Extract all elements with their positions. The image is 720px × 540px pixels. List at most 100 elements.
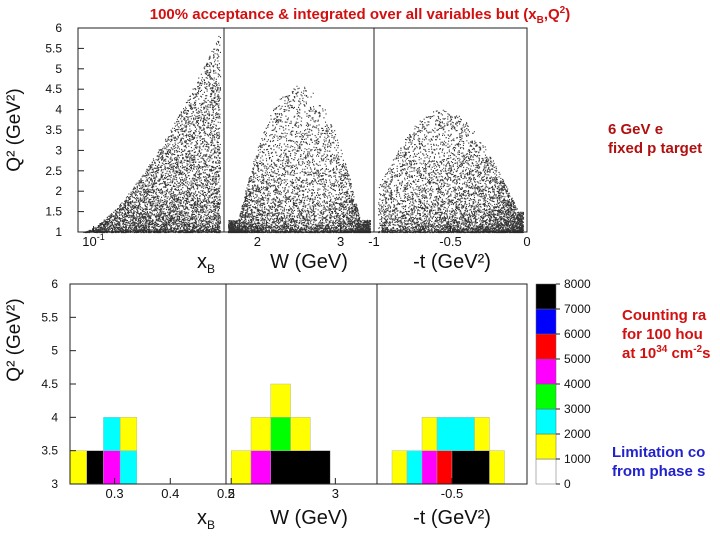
chart-title: 100% acceptance & integrated over all va… [0,5,720,27]
heatmap-cell [406,450,423,485]
rate-line-2: for 100 hou [622,326,703,343]
heatmap-cell [421,450,438,485]
y-tick-label: 5 [51,344,58,358]
y-tick-label: 2 [55,184,62,198]
y-tick-label: 5.5 [41,310,58,324]
colorbar-segment [535,358,557,385]
x-tick-label: -0.5 [439,234,461,249]
heatmap-cell [103,417,121,451]
rate-line-3-pre: at 10 [622,345,657,362]
title-sub: B [536,15,544,26]
colorbar-label: 8000 [564,277,591,291]
rate-line-3-post: cm [667,345,694,362]
heatmap-cell [391,450,408,485]
x-tick-label: 0 [523,234,530,249]
colorbar-segment [535,433,557,460]
colorbar-label: 3000 [564,402,591,416]
heatmap-cell [451,450,490,485]
heatmap-cell [119,450,138,485]
colorbar-label: 7000 [564,302,591,316]
colorbar-label: 4000 [564,377,591,391]
heatmap-cell [421,417,438,451]
heatmap-cell [250,417,271,451]
heatmap-cell [119,417,138,451]
scatter-cloud [83,35,222,234]
setup-line-2: fixed p target [608,140,703,157]
heatmap-cell [489,450,505,485]
setup-line-1: 6 GeV e [608,121,664,138]
colorbar-label: 5000 [564,352,591,366]
colorbar-segment [535,283,557,310]
colorbar-label: 0 [564,477,571,491]
y-tick-label: 2.5 [45,164,62,178]
x-axis-label: W (GeV) [270,507,348,529]
y-axis-label: Q² (GeV²) [4,88,25,171]
heatmap-cell [436,417,475,451]
title-mid: ,Q [543,6,560,23]
x-axis-label: W (GeV) [270,251,348,273]
rate-line-3: at 1034 cm-2s [622,344,710,363]
y-tick-label: 4 [51,410,58,424]
x-axis-label: xB [197,507,215,532]
colorbar-segment [535,383,557,410]
scatter-points: 10-1 2 3 -1 -0.5 0 [77,27,531,249]
x-tick-label: 10-1 [82,232,104,249]
colorbar: 0 1000 2000 3000 4000 5000 6000 7000 8000 [535,277,591,491]
y-tick-label: 4.5 [45,82,62,96]
colorbar-label: 2000 [564,427,591,441]
heatmap-panel-2: -0.5 [376,283,528,501]
heatmap-cell [270,450,331,485]
y-tick-label: 3.5 [41,444,58,458]
x-axis-label: xB [197,251,215,276]
x-tick-label: 0.5 [217,486,235,501]
heatmap-cell [103,450,121,485]
limit-line-2: from phase s [612,463,706,480]
y-axis-top: 1 1.5 2 2.5 3 3.5 4 4.5 5 5.5 6 Q² (GeV²) [4,21,84,239]
y-tick-label: 4 [55,103,62,117]
x-tick-label: -0.5 [441,486,463,501]
heatmap-cell [270,417,291,451]
x-axis-label: -t (GeV²) [413,507,491,529]
x-tick-label: 0.3 [106,486,124,501]
colorbar-segment [535,408,557,435]
y-axis-label: Q² (GeV²) [4,298,25,381]
limit-line-1: Limitation co [612,444,706,461]
x-tick-label: 2 [254,234,261,249]
y-axis-bottom: 3 3.5 4 4.5 5 5.5 6 Q² (GeV²) [4,277,76,491]
y-tick-label: 1.5 [45,205,62,219]
scatter-panel-0: 10-1 [77,27,225,249]
y-tick-label: 5.5 [45,41,62,55]
title-prefix: 100% acceptance & integrated over all va… [149,6,537,23]
scatter-panel-2: -1 -0.5 0 [368,27,531,249]
colorbar-segment [535,333,557,360]
y-tick-label: 6 [51,277,58,291]
colorbar-segment [535,458,557,485]
heatmap-cell [86,450,104,485]
rate-line-1: Counting ra [622,307,707,324]
heatmap-cell [231,450,252,485]
y-tick-label: 3 [51,477,58,491]
counting-rate-note: Counting ra for 100 hou at 1034 cm-2s [622,306,710,363]
title-suffix: ) [565,6,571,23]
heatmap-cell [290,417,311,451]
title-sup: 2 [559,5,566,16]
scatter-cloud [378,109,525,234]
rate-line-3-sup: 34 [656,344,668,355]
heatmap-cell [270,383,291,418]
x-tick-label: -1 [368,234,380,249]
x-tick-label: 3 [332,486,339,501]
y-tick-label: 4.5 [41,377,58,391]
colorbar-label: 1000 [564,452,591,466]
heatmap-panel-0: 0.3 0.4 0.5 [69,283,235,501]
heatmap-cell [250,450,271,485]
rate-line-3-tail: s [702,345,711,362]
y-tick-label: 3 [55,143,62,157]
heatmap-cell [474,417,490,451]
scatter-cloud [228,85,371,234]
limitation-note: Limitation co from phase s [612,443,705,481]
colorbar-label: 6000 [564,327,591,341]
setup-note: 6 GeV e fixed p target [608,120,702,158]
